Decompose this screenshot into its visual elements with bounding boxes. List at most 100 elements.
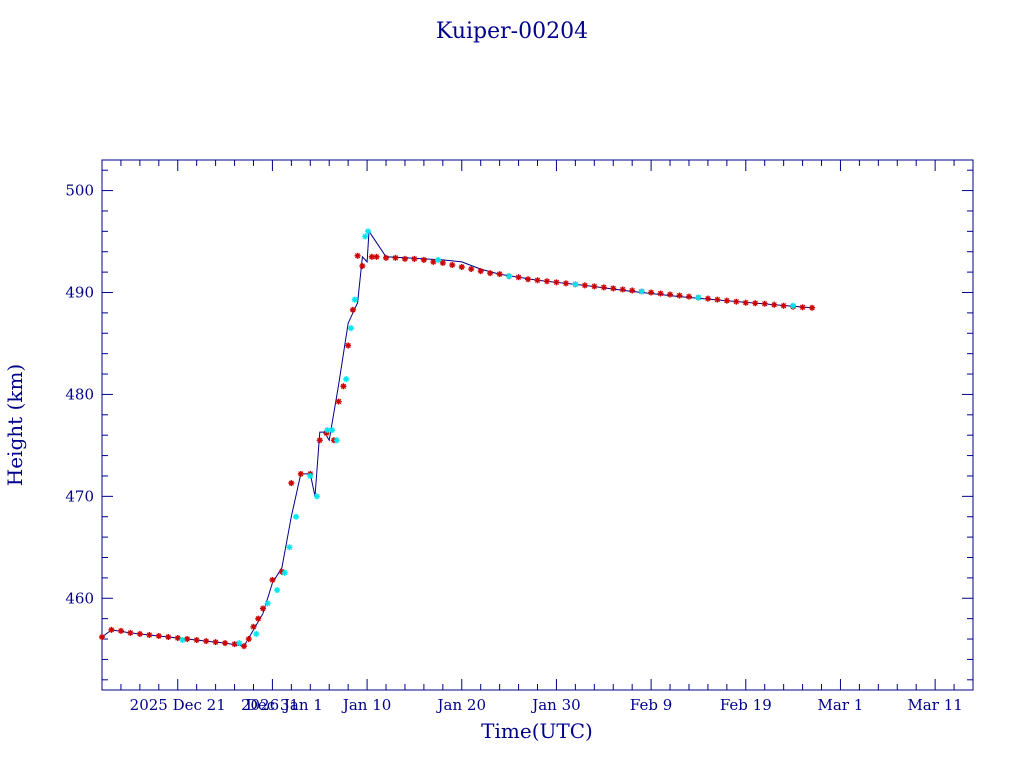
- data-point-cyan: [333, 437, 340, 444]
- data-point-red: [250, 623, 257, 630]
- data-point-red: [657, 290, 664, 297]
- data-point-red: [269, 576, 276, 583]
- data-point-red: [543, 278, 550, 285]
- data-point-red: [108, 626, 115, 633]
- data-point-red: [496, 271, 503, 278]
- data-point-red: [562, 280, 569, 287]
- data-point-cyan: [264, 600, 271, 607]
- data-point-red: [383, 254, 390, 261]
- data-point-red: [771, 301, 778, 308]
- data-point-cyan: [286, 544, 293, 551]
- data-point-red: [619, 286, 626, 293]
- data-point-red: [809, 304, 816, 311]
- data-point-cyan: [281, 569, 288, 576]
- data-point-red: [553, 279, 560, 286]
- height-line: [101, 229, 813, 647]
- data-point-red: [714, 296, 721, 303]
- data-point-red: [629, 287, 636, 294]
- data-point-red: [704, 295, 711, 302]
- data-point-red: [146, 631, 153, 638]
- data-point-cyan: [313, 493, 320, 500]
- data-point-red: [685, 293, 692, 300]
- x-tick-label: Jan 20: [436, 696, 486, 714]
- plot-frame: [101, 159, 974, 691]
- data-point-red: [449, 261, 456, 268]
- data-point-red: [487, 270, 494, 277]
- data-point-cyan: [329, 427, 336, 434]
- data-point-cyan: [307, 472, 314, 479]
- x-tick-label: Jan 10: [341, 696, 391, 714]
- data-point-cyan: [253, 630, 260, 637]
- data-point-red: [222, 640, 229, 647]
- data-point-red: [117, 627, 124, 634]
- data-point-red: [288, 480, 295, 487]
- data-point-red: [752, 300, 759, 307]
- data-point-red: [127, 629, 134, 636]
- data-point-red: [99, 634, 105, 640]
- data-point-red: [780, 302, 787, 309]
- data-point-cyan: [365, 228, 372, 235]
- y-axis-label: Height (km): [3, 364, 27, 486]
- x-tick-label: Jan 30: [530, 696, 580, 714]
- data-point-red: [349, 306, 356, 313]
- data-point-cyan: [347, 325, 354, 332]
- data-point-red: [761, 300, 768, 307]
- data-point-red: [174, 635, 181, 642]
- data-point-cyan: [179, 637, 186, 644]
- data-point-red: [515, 274, 522, 281]
- data-point-red: [245, 636, 252, 643]
- data-point-red: [439, 259, 446, 266]
- x-tick-label: Dec 31: [246, 696, 299, 714]
- data-point-red: [354, 252, 361, 259]
- data-point-red: [212, 639, 219, 646]
- data-point-red: [534, 277, 541, 284]
- data-point-red: [676, 292, 683, 299]
- x-tick-label: 2026 Jan 1: [241, 696, 323, 714]
- x-tick-label: Feb 19: [720, 696, 772, 714]
- chart-title: Kuiper-00204: [436, 19, 588, 44]
- data-point-cyan: [790, 302, 797, 309]
- data-point-red: [525, 276, 532, 283]
- y-tick-label: 470: [65, 487, 94, 505]
- data-point-red: [316, 437, 323, 444]
- data-point-red: [733, 298, 740, 305]
- data-point-red: [255, 615, 262, 622]
- y-tick-label: 480: [65, 385, 94, 403]
- plot-area: [99, 228, 816, 650]
- data-point-red: [600, 284, 607, 291]
- data-point-cyan: [236, 640, 243, 647]
- data-point-red: [359, 263, 366, 269]
- data-point-red: [591, 283, 598, 290]
- data-point-red: [411, 255, 418, 262]
- y-tick-label: 500: [65, 182, 94, 200]
- data-point-red: [667, 291, 674, 298]
- data-point-cyan: [362, 233, 369, 240]
- x-tick-label: 2025 Dec 21: [130, 696, 226, 714]
- data-point-cyan: [351, 296, 358, 303]
- y-tick-label: 460: [65, 589, 94, 607]
- data-point-red: [241, 643, 248, 650]
- data-point-red: [477, 268, 484, 275]
- data-point-cyan: [324, 427, 331, 434]
- data-point-red: [401, 255, 408, 262]
- data-point-red: [723, 297, 730, 304]
- x-tick-label: Mar 11: [907, 696, 962, 714]
- data-point-red: [742, 299, 749, 306]
- data-point-cyan: [695, 294, 702, 301]
- data-point-red: [335, 398, 342, 405]
- data-point-red: [155, 632, 162, 639]
- data-point-red: [430, 258, 437, 265]
- data-point-cyan: [343, 376, 350, 383]
- x-axis-label: Time(UTC): [481, 719, 593, 743]
- data-point-cyan: [435, 256, 442, 263]
- data-point-red: [340, 383, 347, 390]
- x-tick-label: Feb 9: [630, 696, 672, 714]
- data-point-red: [345, 342, 352, 349]
- data-point-red: [610, 285, 617, 292]
- data-point-red: [184, 636, 191, 643]
- y-axis: 460 470 480 490 500: [65, 169, 973, 681]
- data-point-red: [136, 630, 143, 637]
- data-point-cyan: [274, 587, 281, 594]
- data-point-red: [392, 254, 399, 261]
- data-point-red: [420, 256, 427, 263]
